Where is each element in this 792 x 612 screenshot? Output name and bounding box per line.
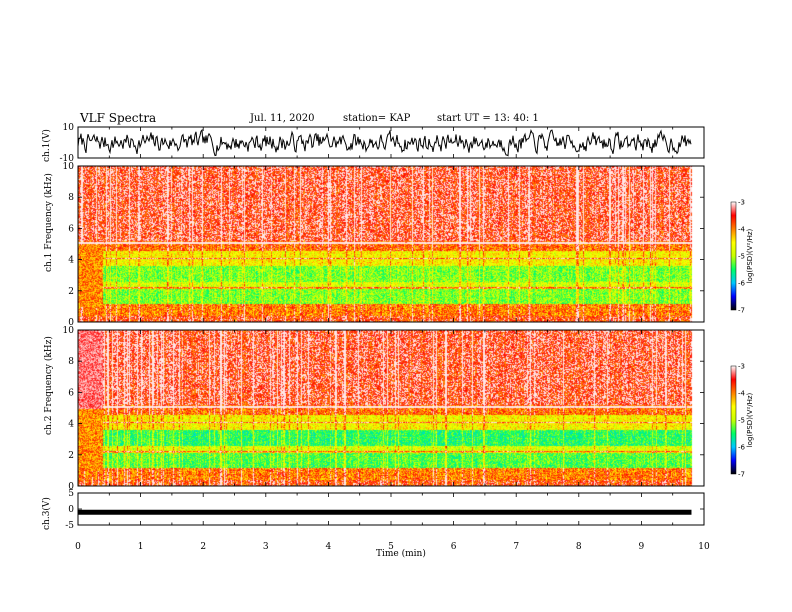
y-tick-label: 10: [63, 162, 75, 172]
colorbar-tick-label: -7: [738, 307, 745, 315]
x-tick-label: 9: [639, 542, 645, 552]
y-tick-label: 4: [68, 420, 74, 430]
y-tick-label: -5: [65, 521, 74, 531]
ch1-frequency-ylabel: ch.1 Frequency (kHz): [44, 173, 54, 272]
y-tick-label: 8: [68, 193, 74, 203]
x-tick-label: 5: [388, 542, 394, 552]
ch2-spectrogram-image: [78, 330, 704, 486]
y-tick-label: 2: [68, 287, 74, 297]
y-tick-label: -10: [60, 154, 75, 164]
y-tick-label: 2: [68, 451, 74, 461]
x-tick-label: 4: [326, 542, 332, 552]
x-tick-label: 0: [75, 542, 81, 552]
y-tick-label: 0: [68, 505, 74, 515]
y-tick-label: 5: [68, 489, 74, 499]
station-label: station= KAP: [343, 113, 411, 124]
colorbar-label: log(PSD)(V²/Hz): [746, 228, 754, 283]
chart-title: VLF Spectra: [80, 111, 157, 125]
y-tick-label: 0: [68, 318, 74, 328]
colorbar-tick-label: -6: [738, 444, 746, 452]
ch1-spectrogram-image: [78, 166, 704, 322]
y-tick-label: 0: [68, 482, 74, 492]
x-tick-label: 6: [451, 542, 457, 552]
colorbar-tick-label: -6: [738, 280, 746, 288]
colorbar-tick-label: -5: [738, 253, 745, 261]
x-tick-label: 8: [576, 542, 582, 552]
colorbar-tick-label: -7: [738, 471, 745, 479]
y-tick-label: 6: [68, 224, 74, 234]
colorbar-tick-label: -5: [738, 417, 745, 425]
ch1-waveform-line: [77, 128, 692, 157]
colorbars: -3 -4 -5 -6 -7 log(PSD)(V²/Hz) -3 -4 -5 -6 -7 log(P…: [730, 199, 754, 479]
x-tick-label: 7: [513, 542, 519, 552]
x-tick-label: 1: [138, 542, 144, 552]
x-axis-label: Time (min): [376, 549, 426, 559]
panels: [77, 128, 704, 515]
y-tick-label: 10: [63, 123, 75, 133]
colorbar-tick-label: -3: [738, 199, 745, 207]
x-tick-label: 2: [200, 542, 206, 552]
x-tick-label: 3: [263, 542, 269, 552]
ch3-voltage-ylabel: ch.3(V): [42, 497, 52, 530]
date-label: Jul. 11, 2020: [250, 113, 315, 124]
colorbar-1: [730, 201, 737, 311]
colorbar-tick-label: -4: [738, 390, 746, 398]
colorbar-tick-label: -4: [738, 226, 746, 234]
colorbar-tick-label: -3: [738, 363, 745, 371]
ch1-voltage-ylabel: ch.1(V): [42, 129, 52, 162]
y-tick-label: 4: [68, 256, 74, 266]
ch2-frequency-ylabel: ch.2 Frequency (kHz): [44, 336, 54, 435]
panel-frame-4: [77, 492, 705, 526]
y-tick-label: 8: [68, 357, 74, 367]
x-tick-label: 10: [698, 542, 710, 552]
y-tick-label: 10: [63, 326, 75, 336]
colorbar-2: [730, 365, 737, 475]
y-tick-label: 6: [68, 388, 74, 398]
start-ut-label: start UT = 13: 40: 1: [437, 113, 539, 124]
colorbar-label: log(PSD)(V²/Hz): [746, 392, 754, 447]
